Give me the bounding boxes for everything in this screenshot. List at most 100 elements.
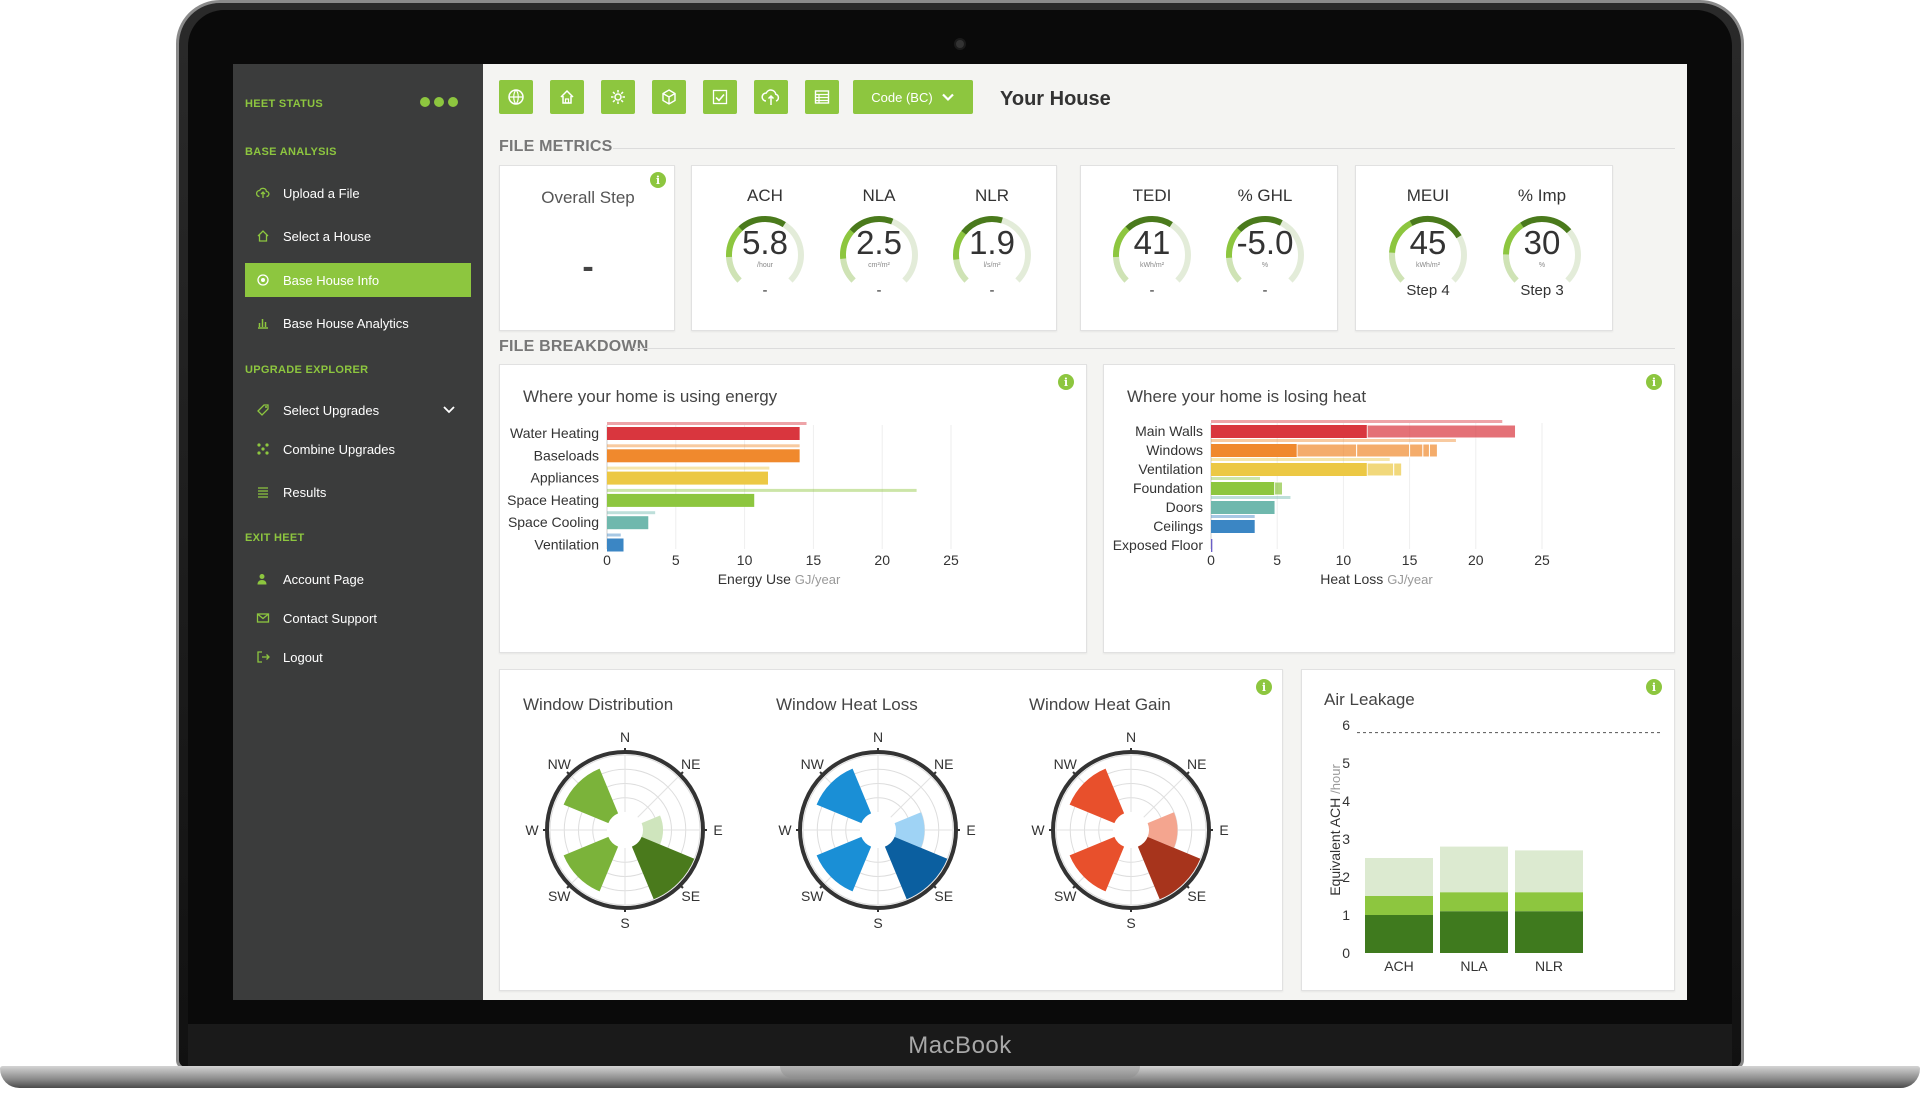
- y-axis-unit: /hour: [1328, 764, 1343, 794]
- window-heat-loss-title: Window Heat Loss: [776, 695, 918, 714]
- compass-label: N: [873, 730, 883, 745]
- info-icon[interactable]: i: [1646, 374, 1662, 390]
- energy-chart-title: Where your home is using energy: [523, 387, 778, 406]
- bar: [607, 516, 649, 530]
- compass-label: W: [778, 822, 792, 838]
- reference-bar: [1211, 439, 1456, 442]
- polar-wedge: [1069, 836, 1125, 892]
- stacked-bar-segment: [1440, 846, 1508, 893]
- tag-icon: [255, 402, 271, 418]
- compass-label: S: [620, 915, 629, 930]
- x-category-label: NLR: [1535, 958, 1563, 974]
- reference-bar: [607, 511, 656, 515]
- gauge-imp: % Imp 30% Step 3: [1492, 186, 1592, 299]
- info-icon[interactable]: i: [1256, 679, 1272, 695]
- compass-tick: [819, 883, 825, 889]
- gauge-arc: [840, 216, 918, 283]
- sidebar-item-account-page[interactable]: Account Page: [245, 562, 471, 596]
- bar-segment: [1211, 520, 1255, 533]
- y-category-label: Main Walls: [1135, 423, 1203, 439]
- sidebar-item-label: Select Upgrades: [283, 402, 380, 418]
- gauge-fill-mid: [1226, 227, 1242, 259]
- gauge-unit: %: [1261, 262, 1269, 269]
- sidebar-item-contact-support[interactable]: Contact Support: [245, 601, 471, 635]
- gauge-nlr: NLR 1.9 l/s/m² -: [942, 186, 1042, 299]
- x-tick-label: 15: [806, 552, 822, 568]
- energy-use-card: Where your home is using energy i 0 5 10 15…: [499, 364, 1087, 653]
- bar-segment: [1366, 462, 1395, 477]
- info-icon[interactable]: i: [650, 172, 666, 188]
- globe-icon: [508, 89, 524, 105]
- sidebar-item-label: Logout: [283, 649, 323, 665]
- info-icon[interactable]: i: [1058, 374, 1074, 390]
- stacked-bar-segment: [1440, 911, 1508, 953]
- window-distribution-title: Window Distribution: [523, 695, 674, 714]
- sidebar-item-select-upgrades[interactable]: Select Upgrades: [245, 393, 471, 427]
- x-axis-title: Heat Loss: [1320, 571, 1387, 587]
- compass-tick: [931, 771, 937, 777]
- file-breakdown-heading: FILE BREAKDOWN: [499, 338, 649, 355]
- webcam-icon: [954, 38, 966, 50]
- cloud-upload-icon: [761, 89, 780, 105]
- bar: [607, 538, 624, 552]
- sidebar-item-base-house-info[interactable]: Base House Info: [245, 263, 471, 297]
- x-tick-label: 20: [1468, 552, 1484, 568]
- heat-metrics-card: TEDI 41 kWh/m² - % GHL -5.0% -: [1080, 165, 1338, 331]
- sidebar-item-combine-upgrades[interactable]: Combine Upgrades: [245, 432, 471, 466]
- sidebar-item-logout[interactable]: Logout: [245, 640, 471, 674]
- gauge-fill-light: [726, 256, 742, 283]
- divider: [633, 348, 1675, 349]
- gauge-step: -: [876, 282, 882, 299]
- chevron-down-icon[interactable]: [441, 401, 457, 420]
- sidebar-item-results[interactable]: Results: [245, 475, 471, 509]
- gauge-fill-dark: [849, 216, 894, 234]
- code-dropdown[interactable]: Code (BC): [853, 80, 973, 114]
- compass-label: SW: [801, 888, 824, 904]
- gauge-arc: [1226, 216, 1304, 283]
- gauge-unit: kWh/m²: [1139, 262, 1165, 269]
- y-category-label: Ceilings: [1153, 518, 1203, 534]
- bar: [607, 449, 800, 463]
- x-tick-label: 25: [1534, 552, 1550, 568]
- x-axis-title: Energy Use: [718, 571, 795, 587]
- polar-wedge: [1137, 836, 1201, 900]
- polar-wedge-light: [641, 815, 663, 845]
- reference-bar: [607, 488, 917, 492]
- stacked-bar-segment: [1365, 915, 1433, 953]
- compass-label: N: [1126, 730, 1136, 745]
- sidebar-item-label: Account Page: [283, 571, 364, 587]
- table-icon: [814, 90, 830, 104]
- status-dots-icon[interactable]: [420, 97, 458, 107]
- check-button[interactable]: [703, 80, 737, 114]
- info-icon[interactable]: i: [1646, 679, 1662, 695]
- gauge-fill-light: [1503, 254, 1519, 283]
- laptop-notch: [780, 1066, 1140, 1078]
- compass-label: W: [1031, 822, 1045, 838]
- sidebar-item-label: Select a House: [283, 228, 372, 244]
- compass-label: SE: [1187, 888, 1206, 904]
- compass-label: NW: [801, 756, 825, 772]
- sidebar-item-base-house-analytics[interactable]: Base House Analytics: [245, 306, 471, 340]
- house-button[interactable]: [550, 80, 584, 114]
- gauge-ach: ACH 5.8/hour -: [715, 186, 815, 299]
- polar-wedge: [816, 836, 872, 892]
- table-button[interactable]: [805, 80, 839, 114]
- gauge-value: -5.0: [1236, 224, 1294, 261]
- gauge-arc: [953, 216, 1031, 283]
- gear-button[interactable]: [601, 80, 635, 114]
- cube-button[interactable]: [652, 80, 686, 114]
- gauge-fill-mid: [1389, 220, 1413, 254]
- sidebar-item-upload-file[interactable]: Upload a File: [245, 176, 471, 210]
- gauge-value: 41: [1133, 224, 1171, 261]
- gear-icon: [611, 90, 625, 104]
- sidebar-item-label: Base House Info: [283, 272, 380, 288]
- compass-label: SW: [548, 888, 571, 904]
- gauge-nla: NLA 2.5 cm²/m² -: [829, 186, 929, 299]
- x-tick-label: 5: [1273, 552, 1281, 568]
- sidebar-item-select-house[interactable]: Select a House: [245, 219, 471, 253]
- globe-button[interactable]: [499, 80, 533, 114]
- window-heat-gain-chart: N NE E SE S SW W NW: [1031, 730, 1228, 930]
- cloud-upload-button[interactable]: [754, 80, 788, 114]
- cube-icon: [662, 89, 676, 105]
- x-category-label: ACH: [1384, 958, 1414, 974]
